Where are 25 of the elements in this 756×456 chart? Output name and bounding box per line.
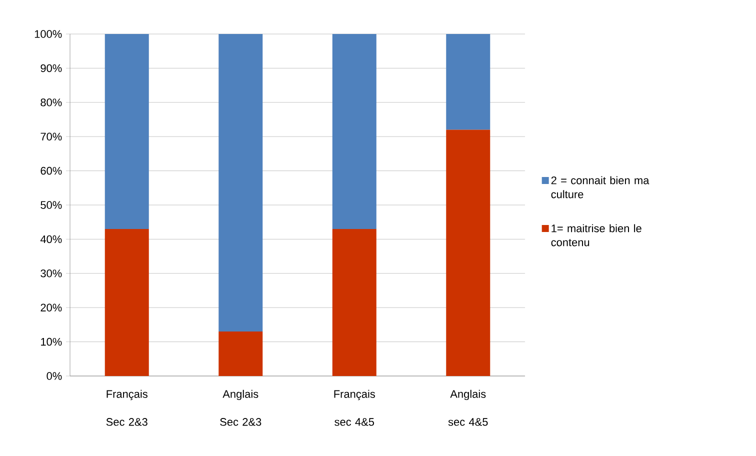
legend-label: 1= maitrise bien le contenu [551, 224, 642, 246]
bar [218, 332, 263, 376]
y-tick-label: 70% [40, 132, 62, 140]
bar [332, 228, 376, 376]
y-tick-label: 50% [40, 201, 62, 209]
y-tick-label: 20% [40, 304, 62, 312]
bar [446, 130, 490, 376]
y-tick-label: 10% [41, 338, 62, 346]
bar [332, 34, 376, 229]
y-tick-label: 60% [40, 166, 62, 175]
category-label: Anglais sec 4&5 [448, 390, 488, 426]
category-label: Français Sec 2&3 [106, 390, 148, 426]
y-tick-label: 0% [46, 372, 62, 380]
bar [446, 34, 490, 130]
legend-label: 2 = connait bien ma culture [551, 176, 650, 198]
y-tick-label: 80% [40, 98, 62, 106]
y-tick-label: 100% [34, 30, 62, 38]
bar [104, 34, 149, 229]
category-label: Anglais Sec 2&3 [220, 390, 262, 426]
y-tick-label: 40% [40, 235, 62, 244]
y-tick-label: 30% [40, 270, 62, 278]
y-tick-label: 90% [40, 64, 62, 72]
category-label: Français sec 4&5 [334, 390, 375, 426]
bar [218, 34, 263, 332]
bar [104, 228, 149, 376]
